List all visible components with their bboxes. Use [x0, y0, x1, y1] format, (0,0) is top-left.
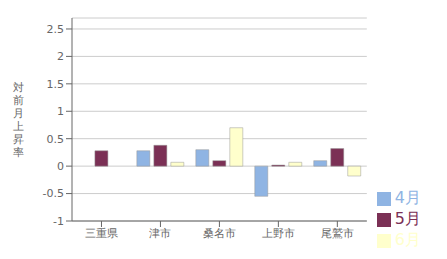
svg-text:2.5: 2.5 — [47, 23, 65, 36]
svg-text:尾鷲市: 尾鷲市 — [321, 227, 354, 240]
html-text:上: 上 — [12, 119, 24, 133]
svg-text:三重県: 三重県 — [85, 227, 118, 240]
svg-text:桑名市: 桑名市 — [203, 227, 236, 240]
html-text:月: 月 — [12, 106, 24, 120]
svg-text:津市: 津市 — [149, 227, 171, 240]
svg-text:-0.5: -0.5 — [43, 187, 64, 200]
html-text:率: 率 — [12, 145, 24, 159]
svg-text:1.5: 1.5 — [47, 78, 65, 91]
svg-text:-1: -1 — [53, 215, 64, 228]
svg-text:上野市: 上野市 — [262, 227, 295, 240]
html-text:6月: 6月 — [394, 230, 421, 249]
svg-text:2: 2 — [57, 50, 64, 63]
html-text:昇: 昇 — [12, 132, 24, 146]
svg-text:1: 1 — [57, 105, 64, 118]
html-text:対: 対 — [12, 80, 24, 94]
svg-text:0: 0 — [57, 160, 64, 173]
html-text:5月: 5月 — [394, 209, 421, 228]
svg-text:0.5: 0.5 — [47, 133, 65, 146]
html-text:4月: 4月 — [394, 188, 421, 207]
html-text:前: 前 — [12, 93, 24, 107]
